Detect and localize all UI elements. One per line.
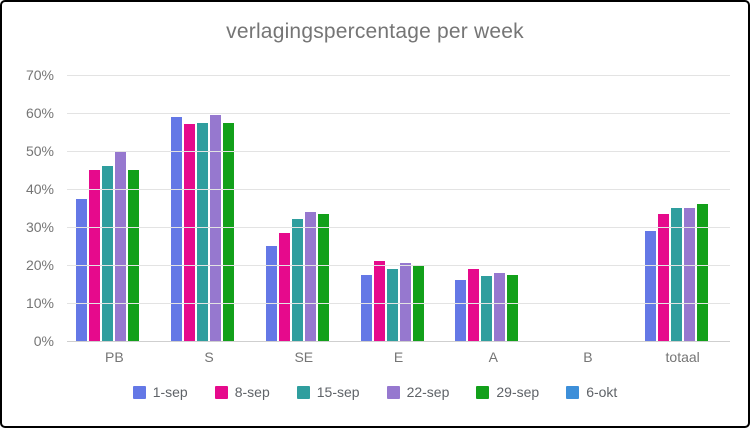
y-axis-tick-label: 70% bbox=[25, 67, 54, 83]
bar-totaal-1-sep bbox=[644, 230, 656, 341]
bar-se-29-sep bbox=[317, 213, 329, 341]
bar-group-pb bbox=[67, 75, 162, 341]
gridline bbox=[67, 151, 730, 152]
gridline bbox=[67, 113, 730, 114]
bar-group-se bbox=[256, 75, 351, 341]
legend-item-8-sep: 8-sep bbox=[214, 384, 270, 400]
legend-swatch-icon bbox=[476, 385, 490, 399]
chart-title: verlagingspercentage per week bbox=[226, 20, 524, 43]
bar-group-a bbox=[446, 75, 541, 341]
y-axis-tick-label: 0% bbox=[33, 333, 54, 349]
legend-label: 8-sep bbox=[234, 384, 270, 400]
x-axis-tick-label-e: E bbox=[393, 349, 404, 365]
x-axis-tick-label-se: SE bbox=[294, 349, 314, 365]
bar-totaal-15-sep bbox=[670, 208, 682, 341]
y-axis-tick-label: 40% bbox=[25, 181, 54, 197]
y-axis-tick-label: 20% bbox=[25, 257, 54, 273]
bar-totaal-8-sep bbox=[657, 213, 669, 341]
legend-label: 22-sep bbox=[406, 384, 450, 400]
legend: 1-sep 8-sep 15-sep 22-sep 29-sep 6-okt bbox=[2, 384, 748, 400]
x-axis-line bbox=[67, 341, 730, 342]
legend-item-1-sep: 1-sep bbox=[132, 384, 188, 400]
bar-a-29-sep bbox=[507, 274, 519, 341]
bar-totaal-29-sep bbox=[696, 204, 708, 341]
gridline bbox=[67, 227, 730, 228]
bar-a-15-sep bbox=[481, 276, 493, 341]
gridline bbox=[67, 75, 730, 76]
gridline bbox=[67, 265, 730, 266]
bar-group-s bbox=[162, 75, 257, 341]
y-axis-tick-label: 30% bbox=[25, 219, 54, 235]
legend-label: 29-sep bbox=[496, 384, 540, 400]
legend-item-29-sep: 29-sep bbox=[476, 384, 539, 400]
bar-a-8-sep bbox=[468, 268, 480, 341]
bar-s-15-sep bbox=[197, 122, 209, 341]
bar-pb-15-sep bbox=[102, 166, 114, 341]
bar-se-15-sep bbox=[291, 219, 303, 341]
legend-swatch-icon bbox=[296, 385, 310, 399]
bar-group-e bbox=[351, 75, 446, 341]
legend-label: 15-sep bbox=[316, 384, 360, 400]
x-axis-tick-label-pb: PB bbox=[105, 349, 124, 365]
bar-s-8-sep bbox=[184, 124, 196, 341]
bar-pb-29-sep bbox=[128, 170, 140, 341]
legend-item-22-sep: 22-sep bbox=[386, 384, 450, 400]
gridline bbox=[67, 189, 730, 190]
bar-totaal-22-sep bbox=[683, 208, 695, 341]
bar-e-15-sep bbox=[386, 268, 398, 341]
plot-area bbox=[67, 75, 730, 342]
bar-se-8-sep bbox=[278, 232, 290, 341]
bar-e-1-sep bbox=[360, 274, 372, 341]
bars-row bbox=[67, 75, 730, 341]
legend-swatch-icon bbox=[132, 385, 146, 399]
bar-group-b bbox=[541, 75, 636, 341]
bar-s-1-sep bbox=[171, 116, 183, 341]
bar-pb-1-sep bbox=[76, 198, 88, 341]
y-axis-tick-label: 10% bbox=[25, 295, 54, 311]
bar-e-8-sep bbox=[373, 261, 385, 341]
x-axis-tick-label-totaal: totaal bbox=[665, 349, 700, 365]
x-axis-tick-label-a: A bbox=[488, 349, 498, 365]
bar-a-22-sep bbox=[494, 272, 506, 341]
y-axis-tick-label: 50% bbox=[25, 143, 54, 159]
bar-s-29-sep bbox=[223, 122, 235, 341]
x-axis-tick-label-b: B bbox=[583, 349, 593, 365]
bar-se-1-sep bbox=[265, 246, 277, 341]
bar-a-1-sep bbox=[455, 280, 467, 341]
legend-item-15-sep: 15-sep bbox=[296, 384, 360, 400]
gridline bbox=[67, 303, 730, 304]
y-axis-tick-label: 60% bbox=[25, 105, 54, 121]
legend-item-6-okt: 6-okt bbox=[566, 384, 617, 400]
legend-swatch-icon bbox=[566, 385, 580, 399]
legend-swatch-icon bbox=[386, 385, 400, 399]
legend-label: 1-sep bbox=[152, 384, 188, 400]
bar-se-22-sep bbox=[304, 211, 316, 341]
bar-e-22-sep bbox=[399, 263, 411, 341]
bar-group-totaal bbox=[635, 75, 730, 341]
x-axis-tick-label-s: S bbox=[204, 349, 214, 365]
legend-label: 6-okt bbox=[586, 384, 618, 400]
legend-swatch-icon bbox=[214, 385, 228, 399]
bar-pb-8-sep bbox=[89, 170, 101, 341]
bar-pb-22-sep bbox=[115, 151, 127, 341]
